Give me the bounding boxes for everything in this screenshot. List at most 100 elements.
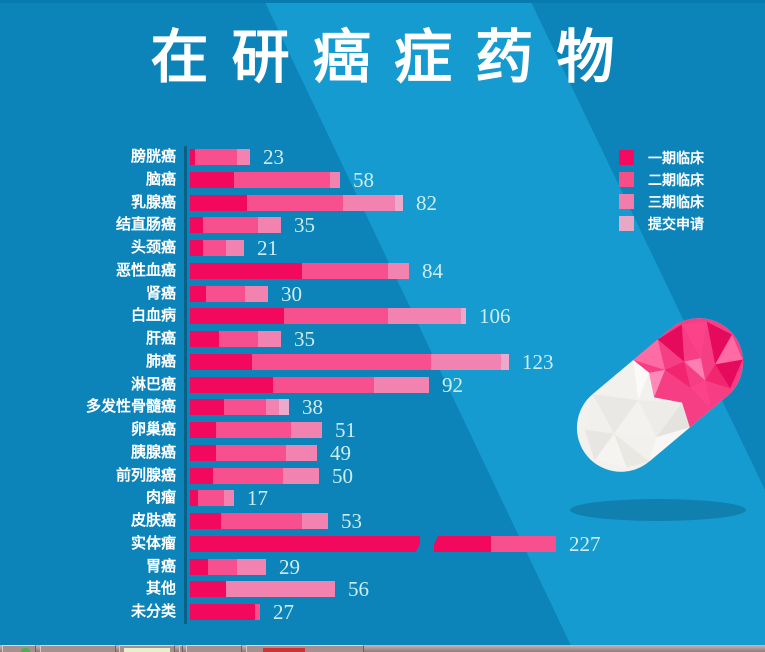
bar-segment <box>291 422 322 438</box>
bar-4 <box>190 217 281 234</box>
category-label: 肾癌 <box>145 284 176 302</box>
value-label: 51 <box>335 418 356 442</box>
bar-segment <box>190 604 255 620</box>
legend-item-1: 一期临床 <box>619 150 704 166</box>
value-label: 92 <box>442 372 463 397</box>
bar-segment <box>190 262 302 279</box>
bar-segment <box>374 376 429 393</box>
bar-segment <box>284 308 388 325</box>
bar-segment <box>388 308 461 325</box>
value-label: 35 <box>294 213 315 238</box>
page-title: 在研癌症药物 <box>150 25 638 90</box>
category-label: 未分类 <box>130 603 176 620</box>
value-label: 56 <box>348 577 369 602</box>
bar-segment <box>461 308 466 325</box>
bar-6 <box>190 262 409 279</box>
bar-segment <box>190 513 221 529</box>
bar-segment <box>302 513 328 529</box>
bar-2 <box>190 171 340 188</box>
bar-segment <box>247 194 343 211</box>
bar-segment <box>190 422 216 438</box>
bar-segment <box>190 490 198 507</box>
bar-segment <box>226 581 335 598</box>
legend-item-4: 提交申请 <box>619 215 704 232</box>
bar-segment <box>302 262 388 279</box>
bar-segment <box>491 535 556 552</box>
value-label: 58 <box>353 167 374 192</box>
value-label: 84 <box>422 258 443 283</box>
bar-segment <box>216 422 291 438</box>
bar-segment <box>206 285 245 302</box>
bar-20 <box>190 581 335 598</box>
bar-11 <box>190 376 429 393</box>
bar-17 <box>190 513 328 529</box>
bar-segment <box>258 217 281 234</box>
pill-illustration <box>545 290 765 530</box>
bar-13 <box>190 422 322 438</box>
value-label: 27 <box>273 600 294 624</box>
category-label: 肺癌 <box>145 352 176 370</box>
taskbar-button-4[interactable] <box>186 645 242 652</box>
category-axis-line <box>184 146 187 624</box>
bar-5 <box>190 240 244 256</box>
bar-segment <box>190 194 247 211</box>
bar-8 <box>190 308 466 325</box>
category-label: 白血病 <box>130 307 176 325</box>
bar-segment <box>237 149 250 165</box>
bar-segment <box>219 331 258 347</box>
bar-segment <box>216 444 286 461</box>
bar-3 <box>190 194 403 211</box>
legend-swatch <box>619 194 634 209</box>
bar-12 <box>190 399 289 416</box>
legend-swatch <box>619 150 634 165</box>
bar-segment <box>190 467 213 484</box>
taskbar-button-3[interactable] <box>119 645 175 652</box>
bar-7 <box>190 285 268 302</box>
bar-segment <box>190 581 226 598</box>
bar-segment <box>190 353 252 370</box>
bar-segment <box>343 194 395 211</box>
bar-segment <box>190 285 206 302</box>
bar-segment <box>283 467 319 484</box>
bar-segment <box>190 444 216 461</box>
bar-16 <box>190 490 234 507</box>
bar-segment <box>221 513 302 529</box>
bar-segment <box>198 490 224 507</box>
bar-1 <box>190 149 250 165</box>
bar-19 <box>190 558 266 575</box>
bar-segment <box>190 376 273 393</box>
bar-segment <box>273 376 374 393</box>
value-label: 23 <box>263 145 284 169</box>
value-label: 30 <box>281 281 302 306</box>
taskbar-button-1[interactable] <box>2 645 36 652</box>
category-label: 多发性骨髓癌 <box>85 398 176 416</box>
bar-segment <box>226 240 244 256</box>
pill-capsule-icon <box>570 318 746 521</box>
bar-segment <box>395 194 403 211</box>
taskbar-app-icon <box>21 648 30 652</box>
taskbar-button-2[interactable] <box>40 645 116 652</box>
category-label: 脑癌 <box>145 170 176 188</box>
bar-segment <box>190 399 224 416</box>
legend-label: 提交申请 <box>648 215 704 232</box>
value-label: 53 <box>341 509 362 533</box>
legend: 一期临床 二期临床 三期临床 提交申请 <box>619 150 704 238</box>
category-label: 其他 <box>145 580 176 598</box>
bar-segment <box>388 262 409 279</box>
value-label: 35 <box>294 327 315 351</box>
bar-segment <box>213 467 283 484</box>
category-label: 乳腺癌 <box>130 193 176 211</box>
value-label: 21 <box>257 236 278 260</box>
legend-swatch <box>619 172 634 187</box>
value-label: 123 <box>522 349 554 374</box>
bar-segment <box>234 171 330 188</box>
category-label: 胰腺癌 <box>130 443 176 461</box>
bar-segment <box>190 149 195 165</box>
bar-segment <box>330 171 340 188</box>
bar-segment <box>224 490 234 507</box>
taskbar-button-5[interactable] <box>246 645 364 652</box>
bar-segment <box>258 331 281 347</box>
value-label: 82 <box>416 190 437 215</box>
